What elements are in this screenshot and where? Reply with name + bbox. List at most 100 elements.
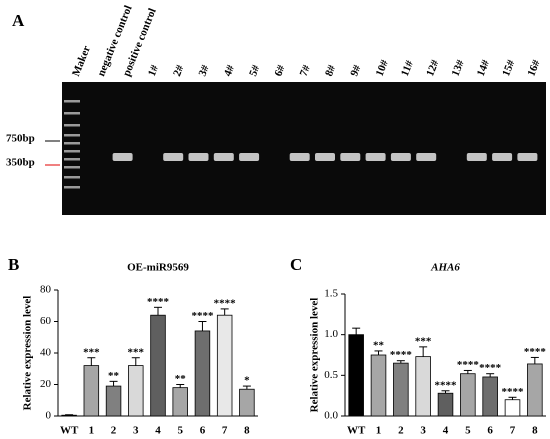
ladder-band [64,150,80,153]
chart-title: OE-miR9569 [127,262,189,274]
lane-label: 12# [424,58,441,78]
x-tick-label: 6 [200,425,206,437]
ladder-band [64,112,80,115]
bar [105,385,122,417]
gel-band [340,153,361,161]
significance: **** [435,379,458,391]
y-tick-label: 80 [40,284,52,296]
bar [527,363,543,417]
ladder-band [64,100,80,103]
bar [83,365,100,417]
bar [370,354,387,417]
x-tick-label: 7 [222,425,228,437]
lane-label: Maker [70,44,93,78]
lane-label: 1# [146,63,161,78]
significance: **** [457,359,480,371]
gel-image [62,82,546,215]
bar [194,330,211,417]
ladder-band [64,176,80,179]
lane-label: 9# [348,63,363,78]
significance: *** [415,335,432,347]
x-tick-label: 2 [398,425,404,437]
ladder-band [64,186,80,189]
bar [348,334,364,417]
x-tick-label: 3 [420,425,426,437]
significance: **** [524,346,547,358]
gel-band [289,153,310,161]
y-tick-label: 0.5 [324,369,338,381]
x-tick-label: 6 [487,425,493,437]
bar [437,392,454,417]
bar [393,362,409,417]
lane-label: 11# [399,58,416,78]
ladder-band [64,142,80,145]
significance: *** [128,346,145,358]
gel-band [213,153,234,161]
panel-label: A [12,11,25,30]
marker-label: 350bp [6,157,35,169]
significance: **** [214,297,237,309]
gel-band [239,153,260,161]
lane-label: 8# [323,63,338,78]
significance: **** [390,349,413,361]
y-tick-label: 60 [40,315,52,327]
x-tick-label: WT [60,425,79,437]
gel-band [517,153,538,161]
y-tick-label: 1.0 [324,328,338,340]
significance: **** [147,296,170,308]
x-tick-label: 1 [376,425,382,437]
x-tick-label: 4 [155,425,161,437]
x-tick-label: WT [347,425,366,437]
bar [504,399,521,417]
bar [61,414,77,417]
lane-label: 15# [500,58,517,78]
lane-label: 6# [272,63,287,78]
bar [128,365,144,417]
bar [460,373,476,417]
y-tick-label: 1.5 [324,288,338,300]
x-tick-label: 3 [133,425,139,437]
ladder-band [64,158,80,161]
chart-title: AHA6 [430,262,460,274]
gel-band [365,153,386,161]
lane-label: 7# [298,63,313,78]
significance: ** [108,370,120,382]
gel-band [112,153,133,161]
lane-label: 10# [374,58,391,78]
significance: *** [83,346,100,358]
gel-band [390,153,411,161]
marker-label: 750bp [6,133,35,145]
bar [239,388,255,417]
panel-label: B [8,255,19,274]
gel-band [315,153,335,161]
panel-label: C [290,255,302,274]
ladder-band [64,134,80,137]
lane-label: 4# [222,63,237,78]
x-tick-label: 5 [465,425,471,437]
x-tick-label: 8 [244,425,250,437]
y-tick-label: 0.0 [324,410,338,422]
lane-label: 2# [171,63,186,78]
significance: **** [479,362,502,374]
y-tick-label: 40 [40,347,52,359]
lane-label: 5# [247,63,262,78]
lane-label: 14# [475,58,492,78]
bar [482,376,498,417]
x-tick-label: 1 [89,425,95,437]
x-tick-label: 4 [443,425,449,437]
lane-label: 16# [525,58,542,78]
x-tick-label: 2 [111,425,117,437]
lane-label: 3# [197,63,212,78]
significance: * [244,375,250,387]
significance: ** [373,339,385,351]
x-tick-label: 5 [177,425,183,437]
ladder-band [64,124,80,127]
gel-band [492,153,513,161]
bar [150,314,166,417]
gel-band [466,153,487,161]
y-axis-label: Relative expression level [22,296,34,411]
bar [216,314,233,417]
y-tick-label: 0 [46,410,52,422]
gel-band [416,153,437,161]
